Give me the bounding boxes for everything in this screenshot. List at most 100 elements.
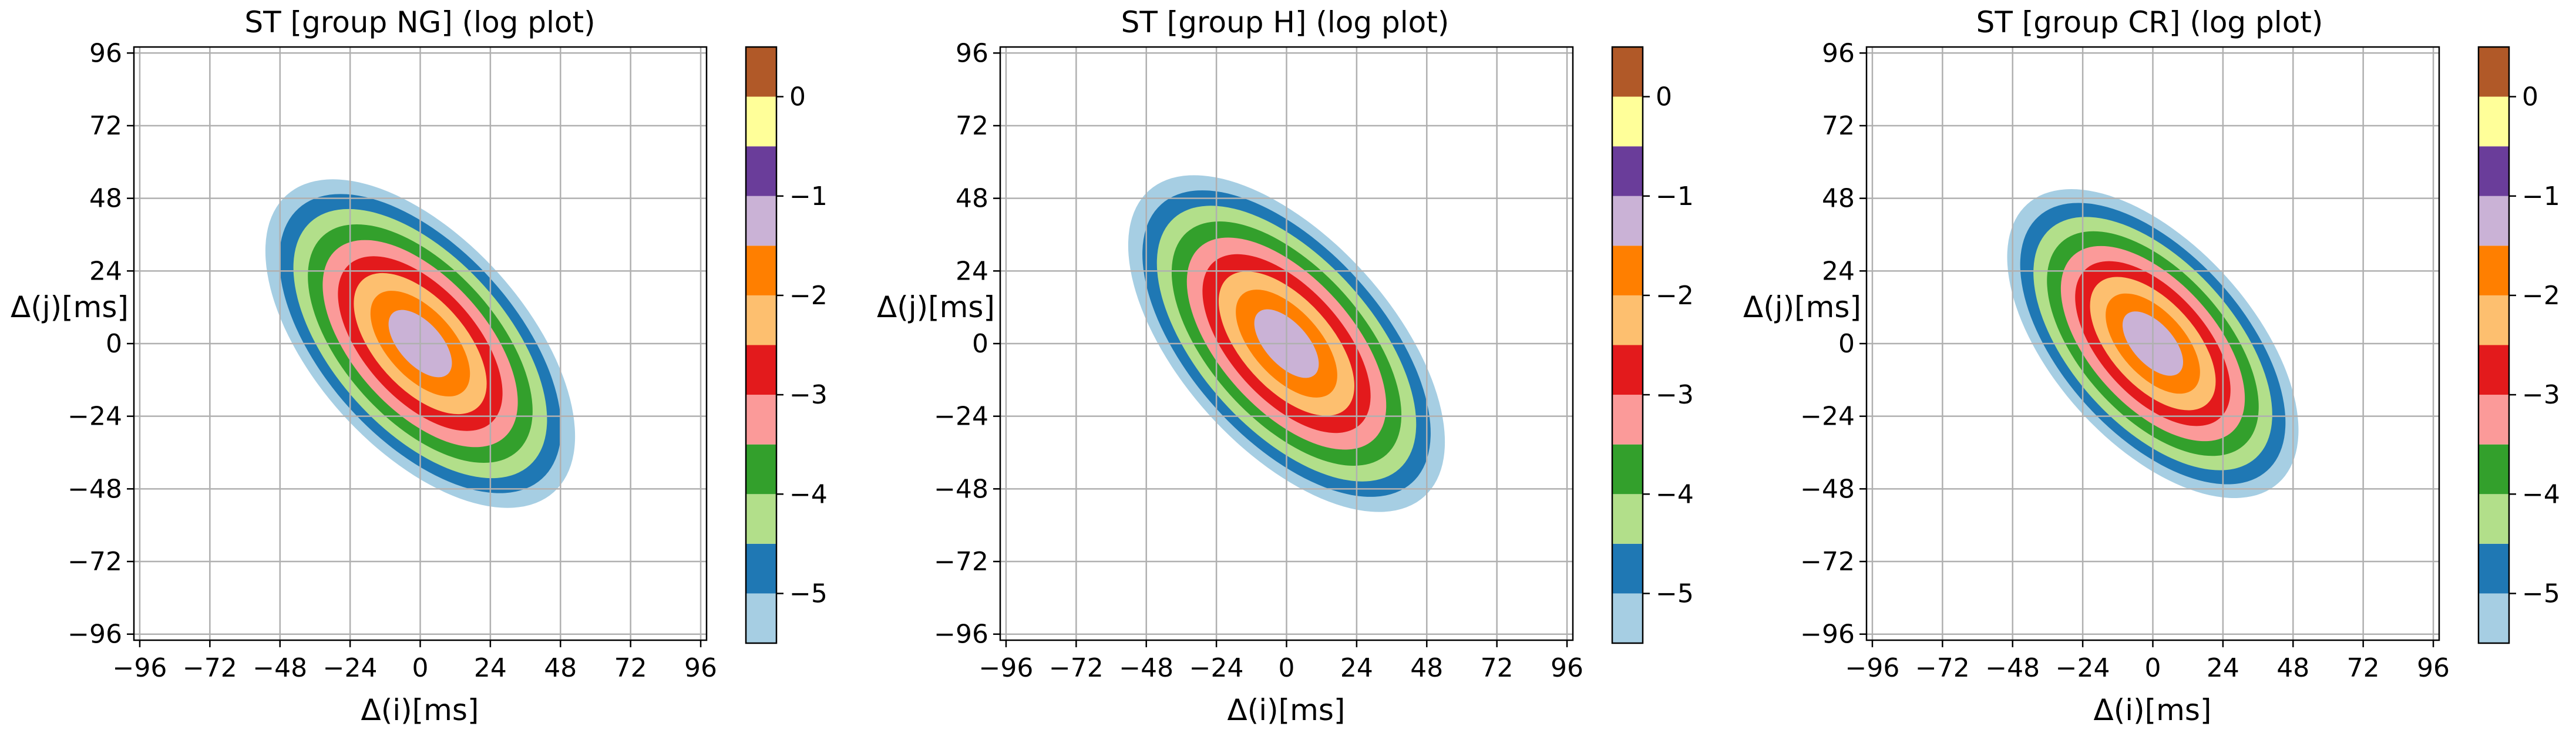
y-tick-label: 48 [89,184,122,214]
colorbar-tick-label: −2 [1656,281,1694,311]
y-axis-label: Δ(j)[ms] [1743,290,1861,324]
colorbar-swatch [1612,444,1643,495]
colorbar-swatch [2479,543,2509,594]
x-tick-label: 0 [2145,653,2161,683]
x-tick-label: 96 [2417,653,2450,683]
colorbar-swatch [2479,345,2509,395]
y-tick-label: −96 [934,620,988,650]
x-tick-label: −72 [1049,653,1104,683]
x-tick-label: 24 [2207,653,2239,683]
chart-title: ST [group H] (log plot) [1121,5,1450,39]
colorbar-swatch [1612,494,1643,544]
y-tick-label: −48 [68,474,122,504]
chart-title: ST [group NG] (log plot) [244,5,595,39]
x-tick-label: 0 [412,653,429,683]
x-tick-label: −48 [1119,653,1173,683]
colorbar-frame [1611,46,1644,644]
y-axis-ticks: 96 72 48 24 0 −24 −48 −72 −96 [1800,38,1867,650]
colorbar-swatch [1612,47,1643,97]
y-tick-label: −96 [68,620,122,650]
colorbar-swatch [1612,543,1643,594]
colorbar-swatch [1612,395,1643,445]
colorbar-tick-label: −1 [789,181,828,211]
grid-layer [1867,47,2439,640]
colorbar-swatch [746,345,776,395]
colorbar-tick-label: −2 [789,281,828,311]
y-tick-label: −24 [934,402,988,432]
colorbar-tick-label: −4 [1656,479,1694,509]
colorbar-swatch [746,593,776,643]
colorbar-tick-label: −3 [1656,380,1694,410]
colorbar-tick-label: −1 [1656,181,1694,211]
colorbar-tick-label: −3 [2522,380,2560,410]
colorbar-tick-label: −5 [1656,579,1694,608]
x-axis-ticks: −96 −72 −48 −24 0 24 48 72 96 [113,640,717,683]
y-tick-label: −96 [1800,620,1855,650]
colorbar-swatch [746,246,776,295]
colorbar [2479,47,2509,643]
y-tick-label: 72 [956,111,988,141]
x-tick-label: 72 [1481,653,1514,683]
colorbar-swatch [746,96,776,147]
colorbar-ticks: 0 −1 −2 −3 −4 −5 [776,82,828,608]
x-axis-label: Δ(i)[ms] [361,693,479,727]
x-axis-label: Δ(i)[ms] [1228,693,1346,727]
y-tick-label: −24 [1800,402,1855,432]
colorbar-tick-label: −4 [2522,479,2560,509]
y-tick-label: 96 [1822,38,1855,68]
x-tick-label: 0 [1279,653,1295,683]
colorbar-frame [2477,46,2510,644]
x-axis-label: Δ(i)[ms] [2094,693,2212,727]
colorbar-swatch [2479,295,2509,345]
colorbar-swatch [746,47,776,97]
grid-layer [1000,47,1573,640]
y-tick-label: 24 [89,256,122,286]
x-tick-label: −72 [1915,653,1970,683]
colorbar-frame [745,46,778,644]
colorbar-swatch [2479,146,2509,196]
colorbar-swatch [2479,96,2509,147]
colorbar-swatch [746,295,776,345]
colorbar-ticks: 0 −1 −2 −3 −4 −5 [1643,82,1694,608]
colorbar-swatch [746,146,776,196]
x-tick-label: −24 [2056,653,2110,683]
colorbar [1612,47,1643,643]
colorbar-swatch [1612,246,1643,295]
x-tick-label: 48 [1410,653,1443,683]
x-axis-ticks: −96 −72 −48 −24 0 24 48 72 96 [979,640,1583,683]
y-tick-label: 48 [1822,184,1855,214]
y-tick-label: 0 [972,329,988,359]
colorbar-tick-label: 0 [2522,82,2538,112]
colorbar-swatch [1612,345,1643,395]
colorbar-swatch [2479,444,2509,495]
y-tick-label: 72 [1822,111,1855,141]
panel-cr: ST [group CR] (log plot) −96 −72 −48 −24 0 24… [1743,5,2560,727]
colorbar-swatch [2479,494,2509,544]
colorbar-swatch [1612,593,1643,643]
y-tick-label: 96 [89,38,122,68]
y-tick-label: −72 [68,547,122,577]
colorbar-tick-label: −4 [789,479,828,509]
grid-layer [134,47,707,640]
x-tick-label: 48 [2276,653,2309,683]
y-tick-label: 24 [956,256,988,286]
x-tick-label: 24 [1340,653,1373,683]
y-tick-label: 96 [956,38,988,68]
colorbar-swatch [1612,146,1643,196]
colorbar-swatch [2479,593,2509,643]
colorbar-swatch [2479,196,2509,246]
x-axis-ticks: −96 −72 −48 −24 0 24 48 72 96 [1845,640,2450,683]
colorbar [746,47,776,643]
y-tick-label: 72 [89,111,122,141]
colorbar-swatch [746,543,776,594]
chart-title: ST [group CR] (log plot) [1976,5,2323,39]
colorbar-tick-label: −5 [2522,579,2560,608]
colorbar-tick-label: −5 [789,579,828,608]
y-axis-ticks: 96 72 48 24 0 −24 −48 −72 −96 [934,38,1000,650]
colorbar-ticks: 0 −1 −2 −3 −4 −5 [2509,82,2560,608]
y-tick-label: −72 [1800,547,1855,577]
colorbar-swatch [746,494,776,544]
panel-ng: ST [group NG] (log plot) −96 −72 −48 −24 0 24… [11,5,828,727]
colorbar-tick-label: −1 [2522,181,2560,211]
x-tick-label: −48 [1985,653,2040,683]
